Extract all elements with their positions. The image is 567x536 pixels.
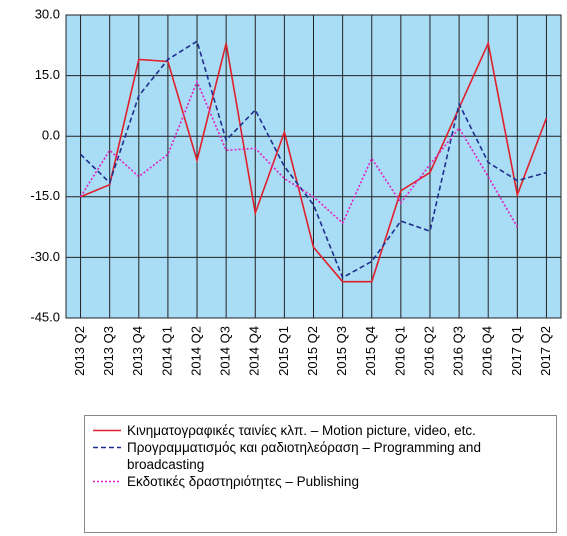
legend-item: Κινηματογραφικές ταινίες κλπ. – Motion p…: [93, 422, 548, 439]
y-tick-label: -30.0: [30, 249, 60, 264]
legend-label: Εκδοτικές δραστηριότητες – Publishing: [127, 474, 359, 489]
x-tick-label: 2016 Q4: [480, 326, 495, 376]
y-tick-label: -45.0: [30, 309, 60, 324]
legend-label: Κινηματογραφικές ταινίες κλπ. – Motion p…: [127, 423, 476, 438]
y-tick-label: 0.0: [42, 128, 60, 143]
legend-label: Προγραμματισμός και ραδιοτηλεόραση – Pro…: [127, 440, 481, 472]
x-tick-label: 2013 Q4: [130, 326, 145, 376]
x-tick-label: 2014 Q1: [159, 326, 174, 376]
x-tick-label: 2016 Q2: [421, 326, 436, 376]
x-tick-label: 2013 Q3: [101, 326, 116, 376]
x-tick-label: 2015 Q1: [276, 326, 291, 376]
legend-swatch: [93, 429, 121, 432]
y-tick-label: 30.0: [35, 6, 60, 21]
series-line: [79, 79, 519, 228]
legend-item: Εκδοτικές δραστηριότητες – Publishing: [93, 473, 548, 490]
x-tick-label: 2016 Q1: [392, 326, 407, 376]
x-tick-label: 2015 Q3: [334, 326, 349, 376]
legend-item: Προγραμματισμός και ραδιοτηλεόραση – Pro…: [93, 439, 548, 473]
y-tick-label: -15.0: [30, 188, 60, 203]
x-tick-label: 2014 Q4: [247, 326, 262, 376]
x-tick-label: 2017 Q1: [509, 326, 524, 376]
series-line: [80, 40, 548, 283]
series-line: [80, 40, 547, 279]
x-tick-label: 2013 Q2: [72, 326, 87, 376]
legend-swatch: [93, 446, 121, 449]
y-tick-label: 15.0: [35, 67, 60, 82]
x-tick-label: 2015 Q2: [305, 326, 320, 376]
chart: -45.0 -30.0 -15.0 0.0 15.0 30.0 2013 Q2 2013 Q3…: [30, 6, 562, 376]
legend-swatch: [93, 480, 121, 483]
x-tick-label: 2016 Q3: [451, 326, 466, 376]
plot-border: [65, 14, 562, 319]
x-tick-label: 2015 Q4: [363, 326, 378, 376]
legend: Κινηματογραφικές ταινίες κλπ. – Motion p…: [84, 415, 557, 533]
x-tick-label: 2014 Q2: [188, 326, 203, 376]
x-tick-label: 2017 Q2: [538, 326, 553, 376]
x-tick-label: 2014 Q3: [218, 326, 233, 376]
